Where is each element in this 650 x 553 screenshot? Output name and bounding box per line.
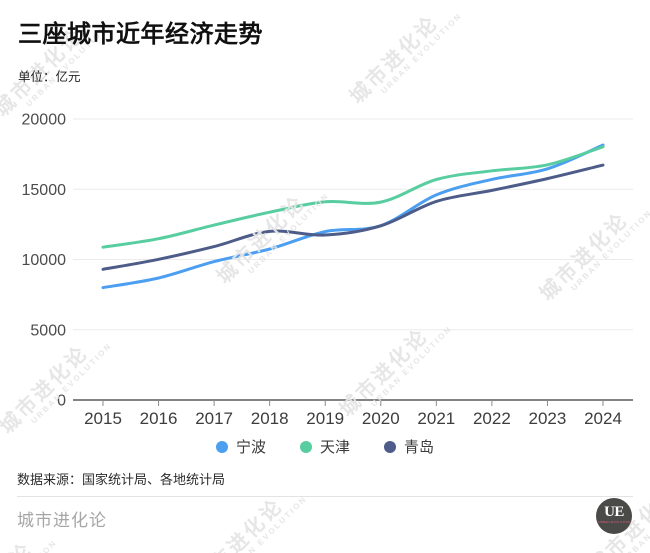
legend-label: 天津 bbox=[319, 439, 350, 456]
y-axis-label-5000: 5000 bbox=[30, 322, 66, 339]
y-axis-label-10000: 10000 bbox=[22, 252, 67, 269]
unit-label: 单位：亿元 bbox=[18, 70, 81, 84]
watermark-text: 城市进化论 bbox=[191, 494, 288, 553]
footer-divider bbox=[17, 496, 633, 497]
series-line-0 bbox=[101, 143, 605, 290]
gdp-trend-line-chart: 0 5000 10000 15000 20000 2015 2016 2017 2018 2019… bbox=[22, 112, 633, 428]
legend-item-1: 天津 bbox=[299, 436, 350, 457]
brand-logo: UE URBAN EVOLUTION bbox=[596, 498, 632, 534]
legend-dot-icon bbox=[215, 440, 228, 453]
x-axis-label-2016: 2016 bbox=[140, 409, 178, 428]
y-axis-label-0: 0 bbox=[57, 393, 66, 410]
legend-dot-icon bbox=[384, 440, 396, 453]
x-axis-label-2023: 2023 bbox=[529, 409, 567, 428]
x-axis-label-2017: 2017 bbox=[195, 409, 233, 428]
legend-item-0: 宁波 bbox=[215, 436, 266, 457]
legend-item-2: 青岛 bbox=[384, 436, 434, 457]
brand-name: 城市进化论 bbox=[17, 511, 107, 530]
x-axis-label-2018: 2018 bbox=[251, 409, 289, 428]
x-axis-label-2024: 2024 bbox=[584, 409, 622, 428]
legend: 宁波 天津 青岛 bbox=[0, 436, 650, 457]
legend-label: 青岛 bbox=[404, 439, 435, 456]
legend-dot-icon bbox=[299, 440, 312, 453]
x-axis-label-2019: 2019 bbox=[306, 409, 344, 428]
series-line-2 bbox=[101, 163, 605, 271]
x-axis-label-2021: 2021 bbox=[417, 409, 455, 428]
series-line-1 bbox=[101, 145, 605, 249]
x-axis-label-2015: 2015 bbox=[84, 409, 122, 428]
x-axis-label-2020: 2020 bbox=[362, 409, 400, 428]
watermark-subtext: URBAN EVOLUTION bbox=[224, 493, 309, 553]
logo-subtext: URBAN EVOLUTION bbox=[597, 521, 631, 524]
chart-title: 三座城市近年经济走势 bbox=[18, 21, 263, 48]
legend-label: 宁波 bbox=[235, 439, 266, 456]
watermark-subtext: URBAN EVOLUTION bbox=[0, 538, 59, 553]
y-axis-label-20000: 20000 bbox=[22, 112, 67, 129]
logo-ue-text: UE bbox=[604, 504, 624, 520]
x-axis-label-2022: 2022 bbox=[473, 409, 511, 428]
data-source-note: 数据来源：国家统计局、各地统计局 bbox=[17, 472, 226, 487]
y-axis-label-15000: 15000 bbox=[22, 182, 67, 199]
